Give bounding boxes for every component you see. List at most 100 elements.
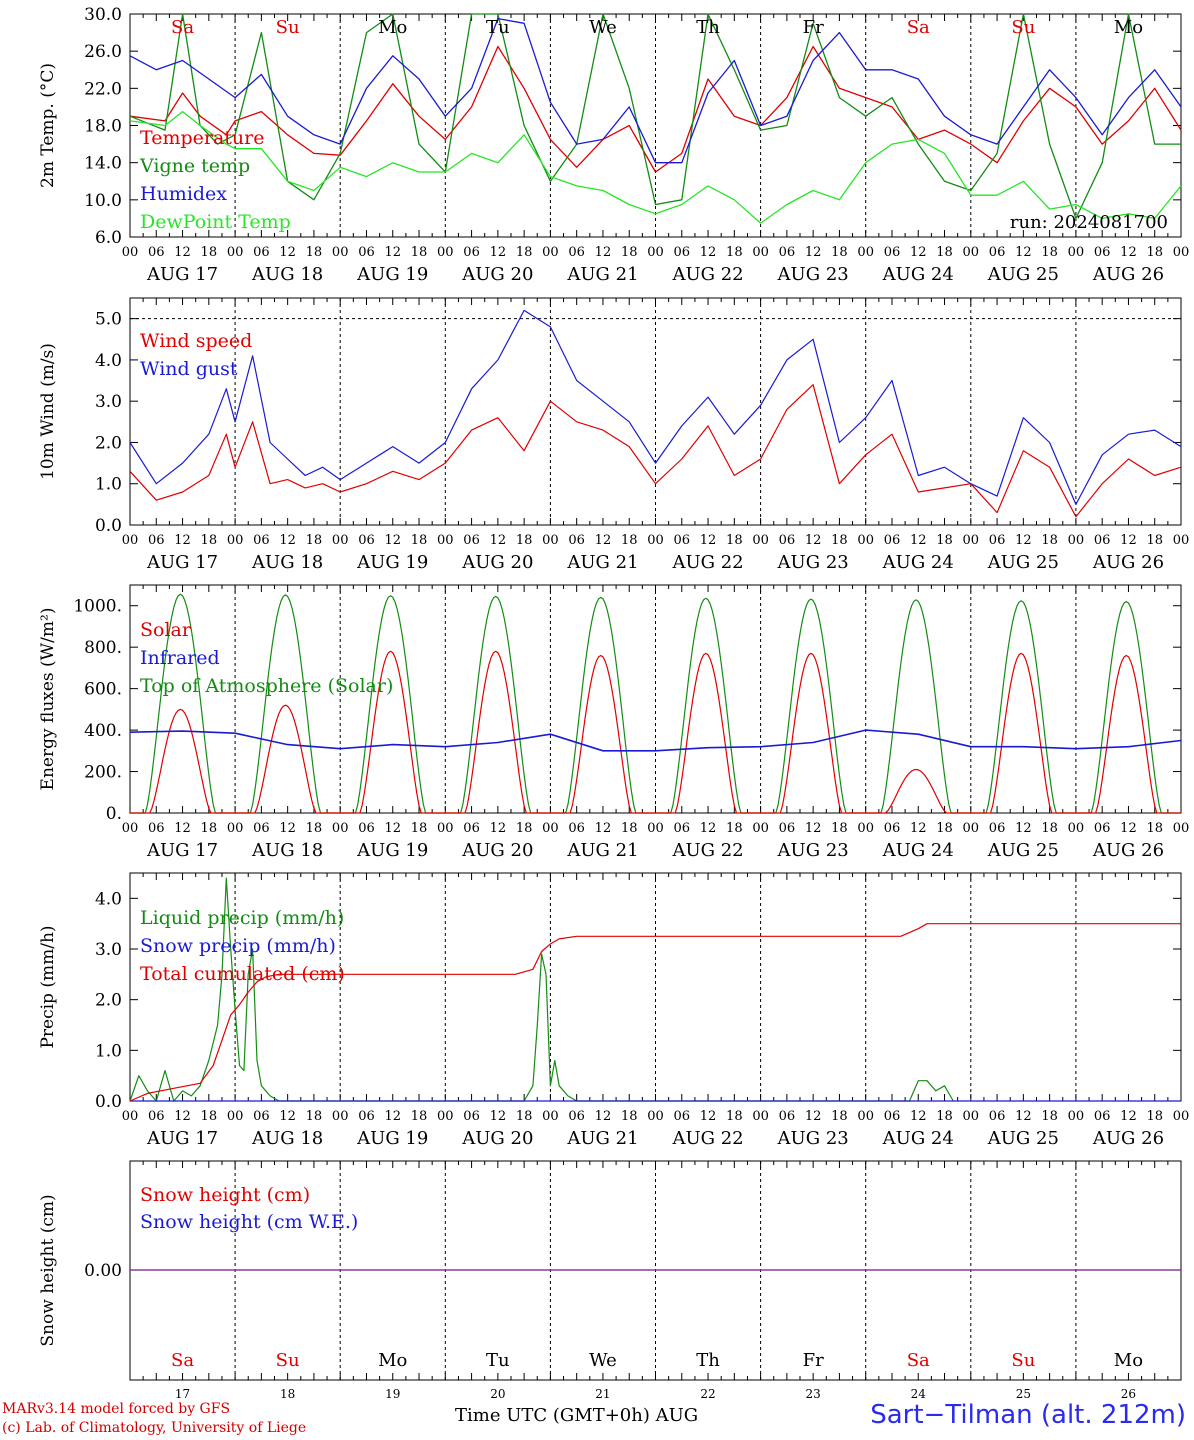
series-line-infrared — [129, 729, 1182, 752]
day-name: Mo — [378, 1350, 407, 1371]
day-name: Su — [1011, 17, 1035, 38]
hour-tick-label: 00 — [1173, 821, 1190, 836]
hour-tick-label: 18 — [621, 821, 638, 836]
hour-tick-label: 12 — [910, 533, 927, 548]
hour-tick-label: 12 — [1120, 821, 1137, 836]
hour-tick-label: 12 — [1015, 821, 1032, 836]
legend-entry: Wind gust — [140, 358, 238, 380]
hour-tick-label: 06 — [674, 245, 691, 260]
date-label: AUG 18 — [251, 840, 323, 861]
hour-tick-label: 00 — [437, 245, 454, 260]
day-name: Sa — [907, 17, 930, 38]
y-tick-label: 200. — [84, 763, 122, 783]
hour-tick-label: 12 — [805, 821, 822, 836]
hour-tick-label: 06 — [253, 245, 270, 260]
hour-tick-label: 12 — [805, 533, 822, 548]
legend-entry: Snow height (cm) — [140, 1184, 310, 1206]
hour-tick-label: 06 — [148, 533, 165, 548]
hour-tick-label: 18 — [201, 821, 218, 836]
date-label: AUG 25 — [987, 1128, 1059, 1149]
hour-tick-label: 06 — [568, 533, 585, 548]
hour-tick-label: 18 — [1146, 1109, 1163, 1124]
date-label: AUG 19 — [356, 840, 428, 861]
hour-tick-label: 18 — [726, 245, 743, 260]
hour-tick-label: 00 — [857, 533, 874, 548]
y-axis-label: Energy fluxes (W/m²) — [38, 608, 58, 791]
date-label: AUG 19 — [356, 264, 428, 285]
date-label: AUG 25 — [987, 552, 1059, 573]
panel-2: 0.0 1.0 2.0 3.0 4.0 5.0 10m Wind (m/s) 00 06 12 18… — [38, 297, 1189, 573]
hour-tick-label: 12 — [595, 533, 612, 548]
hour-tick-label: 18 — [1146, 245, 1163, 260]
hour-tick-label: 00 — [647, 1109, 664, 1124]
y-tick-label: 2.0 — [95, 433, 122, 453]
y-tick-label: 6.0 — [95, 228, 122, 248]
date-label: AUG 22 — [671, 840, 743, 861]
day-name: Mo — [1114, 1350, 1143, 1371]
hour-tick-label: 06 — [779, 1109, 796, 1124]
date-label: AUG 17 — [146, 1128, 218, 1149]
hour-tick-label: 00 — [122, 821, 139, 836]
y-axis-label: Snow height (cm) — [38, 1194, 58, 1346]
date-label: AUG 22 — [671, 552, 743, 573]
hour-tick-label: 12 — [174, 821, 191, 836]
date-label: AUG 23 — [777, 840, 849, 861]
hour-tick-label: 00 — [227, 1109, 244, 1124]
hour-tick-label: 18 — [831, 245, 848, 260]
hour-tick-label: 06 — [884, 821, 901, 836]
hour-tick-label: 12 — [1015, 245, 1032, 260]
hour-tick-label: 06 — [1094, 533, 1111, 548]
legend-entry: DewPoint Temp — [140, 211, 291, 233]
hour-tick-label: 18 — [516, 245, 533, 260]
day-number: 26 — [1121, 1387, 1136, 1401]
panel-3: 0. 200. 400. 600. 800. 1000. Energy fluxes (W/… — [38, 584, 1190, 861]
y-tick-label: 2.0 — [95, 991, 122, 1011]
hour-tick-label: 12 — [910, 1109, 927, 1124]
day-name: We — [589, 1350, 617, 1371]
legend-entry: Snow precip (mm/h) — [140, 935, 336, 957]
hour-tick-label: 18 — [411, 533, 428, 548]
panel-5: 0.00 Snow height (cm) Snow height (cm) Snow… — [38, 1160, 1182, 1401]
hour-tick-label: 12 — [490, 533, 507, 548]
date-label: AUG 22 — [671, 264, 743, 285]
date-label: AUG 20 — [461, 1128, 533, 1149]
hour-tick-label: 12 — [1015, 1109, 1032, 1124]
day-name: Tu — [486, 1350, 510, 1371]
hour-tick-label: 06 — [989, 821, 1006, 836]
hour-tick-label: 12 — [1120, 533, 1137, 548]
y-tick-label: 1.0 — [95, 1041, 122, 1061]
date-label: AUG 23 — [777, 552, 849, 573]
hour-tick-label: 12 — [279, 821, 296, 836]
date-label: AUG 20 — [461, 552, 533, 573]
hour-tick-label: 06 — [989, 533, 1006, 548]
date-label: AUG 26 — [1092, 1128, 1164, 1149]
hour-tick-label: 18 — [936, 821, 953, 836]
legend-entry: Humidex — [140, 183, 227, 205]
hour-tick-label: 00 — [227, 245, 244, 260]
hour-tick-label: 00 — [437, 821, 454, 836]
hour-tick-label: 18 — [936, 1109, 953, 1124]
y-tick-label: 10.0 — [84, 191, 122, 211]
hour-tick-label: 06 — [358, 1109, 375, 1124]
hour-tick-label: 00 — [542, 821, 559, 836]
hour-tick-label: 00 — [1068, 533, 1085, 548]
y-tick-label: 18.0 — [84, 117, 122, 137]
hour-tick-label: 18 — [936, 533, 953, 548]
hour-tick-label: 18 — [201, 533, 218, 548]
hour-tick-label: 00 — [332, 821, 349, 836]
day-name: Th — [696, 17, 720, 38]
hour-tick-label: 18 — [831, 1109, 848, 1124]
hour-tick-label: 06 — [148, 821, 165, 836]
hour-tick-label: 00 — [647, 821, 664, 836]
hour-tick-label: 06 — [568, 1109, 585, 1124]
date-label: AUG 21 — [566, 840, 638, 861]
date-label: AUG 24 — [882, 264, 954, 285]
y-tick-label: 4.0 — [95, 351, 122, 371]
hour-tick-label: 00 — [332, 533, 349, 548]
x-axis-title-text: Time UTC (GMT+0h) — [455, 1405, 650, 1426]
hour-tick-label: 12 — [384, 245, 401, 260]
series-line-humidex — [129, 17, 1182, 164]
hour-tick-label: 00 — [1068, 245, 1085, 260]
hour-tick-label: 12 — [595, 245, 612, 260]
hour-tick-label: 06 — [674, 821, 691, 836]
